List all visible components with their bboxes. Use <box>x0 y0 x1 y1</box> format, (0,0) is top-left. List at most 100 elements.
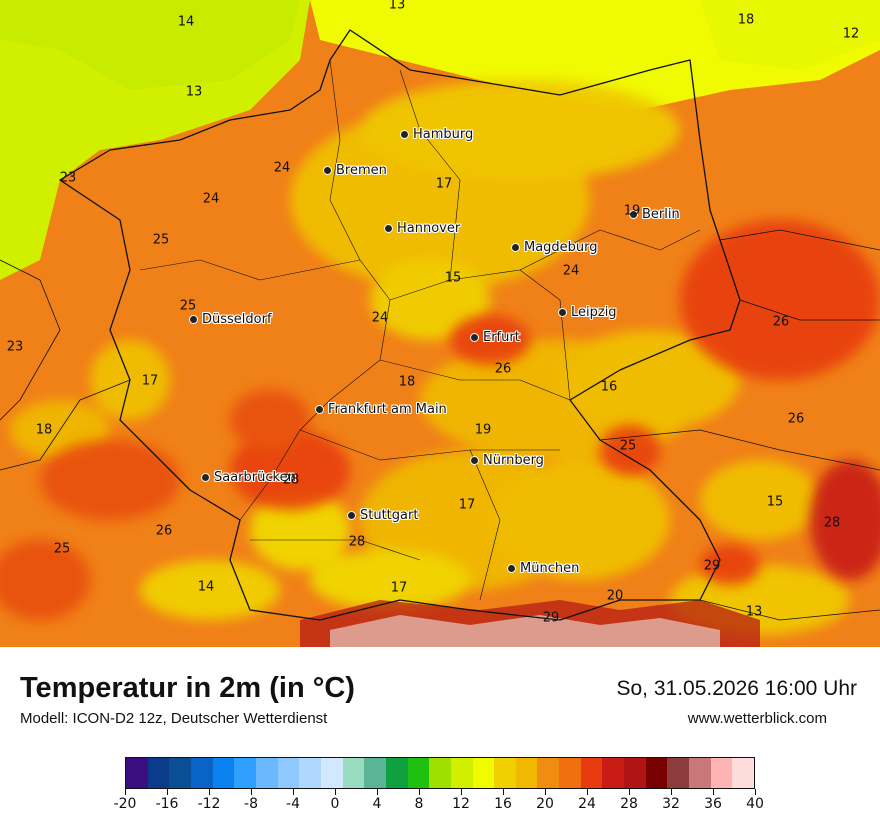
city-marker-hannover: Hannover <box>384 221 460 236</box>
legend-tick <box>671 789 672 795</box>
city-marker-leipzig: Leipzig <box>558 305 617 320</box>
legend-tick-label: 4 <box>372 796 382 812</box>
temperature-value: 26 <box>787 411 805 427</box>
legend-swatch <box>212 758 235 788</box>
city-dot <box>189 315 198 324</box>
legend-swatch <box>147 758 170 788</box>
city-marker-saarbruecken: Saarbrücken <box>201 470 296 485</box>
city-dot <box>201 473 210 482</box>
legend-swatch <box>537 758 560 788</box>
legend-swatch <box>580 758 603 788</box>
temperature-value: 17 <box>141 373 159 389</box>
legend-tick-label: -8 <box>244 796 258 812</box>
baltic-sea-area-east <box>700 0 880 70</box>
legend-swatch <box>494 758 516 788</box>
city-name: Bremen <box>336 163 387 178</box>
legend-swatch <box>710 758 733 788</box>
legend-swatch <box>364 758 386 788</box>
temperature-value: 24 <box>371 310 389 326</box>
city-dot <box>511 243 520 252</box>
city-marker-nuernberg: Nürnberg <box>470 453 544 468</box>
city-dot <box>323 166 332 175</box>
temperature-value: 19 <box>474 422 492 438</box>
temperature-value: 23 <box>6 339 24 355</box>
map-title: Temperatur in 2m (in °C) <box>20 672 355 704</box>
legend-swatch <box>689 758 711 788</box>
legend-swatch <box>255 758 278 788</box>
map-labels: Hamburg Bremen Berlin Hannover Magdeburg Leip… <box>6 0 860 626</box>
city-dot <box>558 308 567 317</box>
city-dot <box>507 564 516 573</box>
legend-tick <box>125 789 126 795</box>
temperature-value: 18 <box>35 422 53 438</box>
temperature-value: 13 <box>388 0 406 13</box>
legend-tick <box>293 789 294 795</box>
legend-swatch <box>429 758 451 788</box>
temperature-value: 25 <box>179 298 197 314</box>
city-marker-muenchen: München <box>507 561 579 576</box>
temperature-value: 18 <box>398 374 416 390</box>
legend-swatch <box>234 758 256 788</box>
legend-tick-label: 36 <box>704 796 722 812</box>
city-marker-berlin: Berlin <box>629 207 680 222</box>
legend-tick <box>545 789 546 795</box>
legend-swatch <box>407 758 430 788</box>
temperature-value: 28 <box>348 534 366 550</box>
legend-tick <box>419 789 420 795</box>
legend-tick <box>629 789 630 795</box>
temperature-value: 26 <box>155 523 173 539</box>
temperature-value: 25 <box>619 438 637 454</box>
map-footer: Temperatur in 2m (in °C) Modell: ICON-D2… <box>0 647 880 830</box>
forecast-datetime: So, 31.05.2026 16:00 Uhr <box>616 677 857 700</box>
city-name: Saarbrücken <box>214 470 296 485</box>
temperature-field <box>0 0 880 647</box>
legend-tick-label: 28 <box>620 796 638 812</box>
city-marker-erfurt: Erfurt <box>470 330 520 345</box>
city-marker-stuttgart: Stuttgart <box>347 508 418 523</box>
temperature-value: 12 <box>842 26 860 42</box>
temperature-value: 15 <box>766 494 784 510</box>
city-marker-duesseldorf: Düsseldorf <box>189 312 272 327</box>
temperature-value: 25 <box>53 541 71 557</box>
temperature-value: 24 <box>562 263 580 279</box>
legend-tick-label: 24 <box>578 796 596 812</box>
legend-tick-label: -20 <box>113 796 137 812</box>
temperature-value: 23 <box>59 170 77 186</box>
legend-swatch <box>624 758 646 788</box>
legend-swatch <box>732 758 755 788</box>
temperature-value: 13 <box>185 84 203 100</box>
city-marker-frankfurt: Frankfurt am Main <box>315 402 447 417</box>
temperature-value: 17 <box>390 580 408 596</box>
website-link[interactable]: www.wetterblick.com <box>687 710 827 727</box>
temperature-value: 28 <box>823 515 841 531</box>
legend-tick-label: 40 <box>746 796 764 812</box>
city-marker-magdeburg: Magdeburg <box>511 240 598 255</box>
legend-tick <box>755 789 756 795</box>
legend-tick <box>461 789 462 795</box>
legend-tick <box>377 789 378 795</box>
legend-swatch <box>667 758 690 788</box>
legend-swatch <box>169 758 191 788</box>
temperature-value: 24 <box>202 191 220 207</box>
city-name: Berlin <box>642 207 680 222</box>
temperature-value: 13 <box>745 604 763 620</box>
legend-tick <box>335 789 336 795</box>
temperature-value: 14 <box>177 14 195 30</box>
city-name: Düsseldorf <box>202 312 272 327</box>
state-borders <box>139 59 701 601</box>
legend-tick <box>713 789 714 795</box>
legend-swatch <box>299 758 321 788</box>
city-name: Frankfurt am Main <box>328 402 447 417</box>
legend-tick-label: -12 <box>197 796 221 812</box>
temperature-map: Hamburg Bremen Berlin Hannover Magdeburg Leip… <box>0 0 880 647</box>
legend-tick-label: -16 <box>155 796 179 812</box>
city-dot <box>347 511 356 520</box>
city-name: Stuttgart <box>360 508 419 523</box>
country-borders <box>0 229 880 621</box>
legend-swatch <box>602 758 625 788</box>
model-info: Modell: ICON-D2 12z, Deutscher Wetterdie… <box>20 710 328 727</box>
legend-tick <box>503 789 504 795</box>
legend-tick-label: 16 <box>494 796 512 812</box>
city-dot <box>470 333 479 342</box>
temperature-value: 19 <box>623 203 641 219</box>
